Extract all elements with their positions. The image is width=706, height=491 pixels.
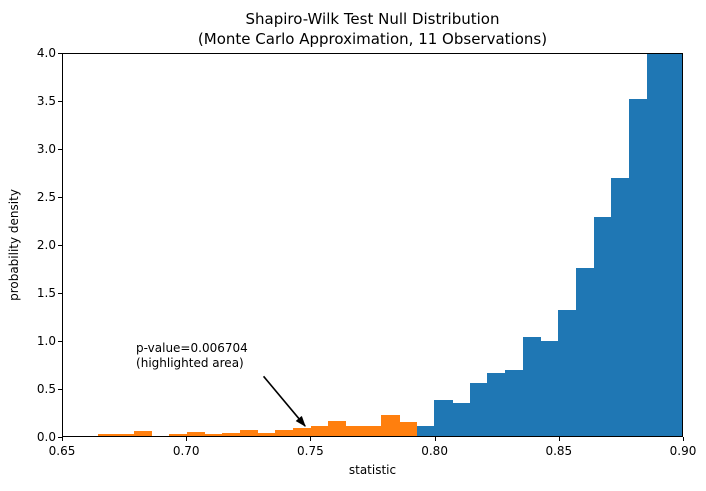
y-tick-mark — [58, 245, 62, 246]
histogram-bar — [363, 425, 382, 436]
y-tick-mark — [58, 197, 62, 198]
histogram-bar — [434, 399, 453, 436]
histogram-bar — [628, 98, 648, 436]
histogram-bar — [593, 217, 612, 436]
y-axis-tick-label: 0.0 — [36, 430, 56, 444]
x-tick-mark — [310, 437, 312, 441]
plot-area: p-value=0.006704 (highlighted area) — [62, 53, 683, 437]
x-axis-tick-label: 0.80 — [421, 444, 448, 458]
y-tick-mark — [58, 101, 62, 102]
y-tick-mark — [58, 341, 62, 342]
y-tick-mark — [58, 437, 62, 438]
histogram-bar — [204, 434, 223, 436]
histogram-bar — [416, 426, 435, 436]
x-tick-mark — [62, 437, 63, 441]
y-axis-tick-label: 1.0 — [36, 334, 56, 348]
histogram-bar — [381, 415, 400, 436]
histogram-bar — [505, 370, 524, 436]
histogram-bar — [540, 340, 559, 436]
histogram-bar — [186, 432, 205, 436]
histogram-bar — [575, 267, 595, 436]
y-tick-mark — [58, 293, 62, 294]
x-axis-tick-label: 0.90 — [669, 444, 697, 458]
histogram-bars — [63, 54, 682, 436]
histogram-bar — [399, 421, 418, 436]
y-axis-tick-label: 3.0 — [36, 142, 56, 156]
y-axis-tick-label: 4.0 — [36, 46, 56, 60]
histogram-bar — [452, 402, 471, 436]
x-tick-mark — [434, 437, 436, 441]
annotation-text: p-value=0.006704 (highlighted area) — [136, 341, 248, 371]
chart-title-block: Shapiro-Wilk Test Null Distribution (Mon… — [62, 9, 683, 49]
histogram-bar — [275, 430, 294, 436]
x-axis-tick-label: 0.65 — [48, 444, 76, 458]
x-axis-tick-label: 0.85 — [545, 444, 573, 458]
y-axis-tick-label: 2.0 — [36, 238, 56, 252]
histogram-bar — [310, 426, 329, 436]
histogram-bar — [664, 54, 682, 436]
x-axis-tick-label: 0.75 — [297, 444, 324, 458]
histogram-bar — [487, 372, 506, 436]
histogram-bar — [469, 382, 488, 436]
chart-title: Shapiro-Wilk Test Null Distribution — [245, 10, 500, 28]
histogram-bar — [239, 430, 259, 436]
y-tick-mark — [58, 53, 62, 54]
annotation-arrow — [262, 375, 306, 427]
histogram-bar — [116, 434, 135, 436]
histogram-bar — [257, 433, 276, 436]
histogram-bar — [558, 309, 577, 436]
x-axis-tick-label: 0.70 — [172, 444, 200, 458]
histogram-bar — [328, 420, 347, 436]
annotation-line1: p-value=0.006704 — [136, 341, 248, 356]
histogram-bar — [98, 434, 117, 436]
x-tick-mark — [683, 437, 684, 441]
histogram-bar — [169, 433, 188, 436]
histogram-bar — [222, 433, 241, 436]
x-tick-mark — [186, 437, 188, 441]
annotation-line2: (highlighted area) — [136, 356, 244, 371]
y-axis-tick-label: 2.5 — [36, 190, 56, 204]
y-tick-mark — [58, 389, 62, 390]
y-axis-tick-label: 0.5 — [36, 382, 56, 396]
chart-subtitle: (Monte Carlo Approximation, 11 Observati… — [197, 30, 548, 48]
x-axis-label: statistic — [348, 463, 397, 477]
histogram-bar — [345, 425, 365, 436]
histogram-bar — [646, 54, 665, 436]
y-tick-mark — [58, 149, 62, 150]
x-tick-mark — [558, 437, 560, 441]
histogram-bar — [611, 178, 630, 436]
y-axis-tick-label: 3.5 — [36, 94, 56, 108]
histogram-bar — [292, 428, 312, 436]
histogram-bar — [133, 431, 152, 436]
y-axis-tick-label: 1.5 — [36, 286, 56, 300]
histogram-bar — [522, 336, 541, 436]
